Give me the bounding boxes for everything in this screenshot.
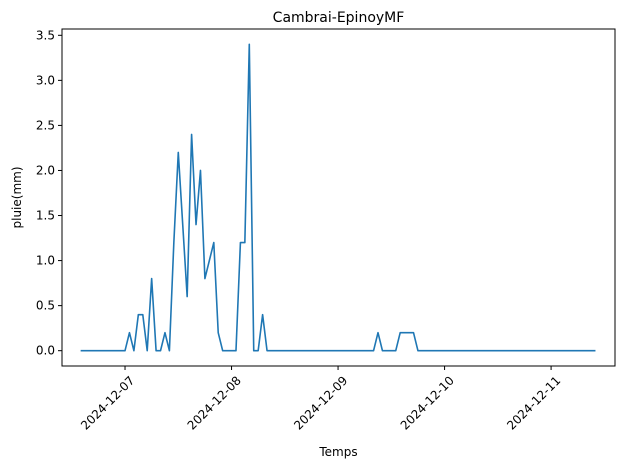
data-point (98, 350, 100, 352)
data-point (106, 350, 108, 352)
plot-frame (61, 28, 616, 367)
data-point (257, 350, 259, 352)
data-point (253, 350, 255, 352)
data-point (422, 350, 424, 352)
data-point (231, 350, 233, 352)
data-point (417, 350, 419, 352)
data-point (173, 242, 175, 244)
data-point (382, 350, 384, 352)
data-point (200, 170, 202, 172)
data-point (213, 242, 215, 244)
data-point (89, 350, 91, 352)
y-tick-label: 3.0 (36, 73, 55, 87)
y-axis-title: pluie(mm) (10, 166, 24, 228)
x-tick-label: 2024-12-07 (78, 373, 137, 432)
data-point (80, 350, 82, 352)
data-point (155, 350, 157, 352)
data-point (222, 350, 224, 352)
y-tick-label: 0.0 (36, 344, 55, 358)
chart-title: Cambrai-EpinoyMF (273, 10, 405, 26)
y-tick-label: 3.5 (36, 28, 55, 42)
x-axis-title: Temps (318, 445, 357, 459)
x-tick-label: 2024-12-08 (185, 373, 244, 432)
data-point (138, 314, 140, 316)
data-point (395, 350, 397, 352)
data-point (151, 278, 153, 280)
data-point (248, 44, 250, 46)
data-point (413, 332, 415, 334)
data-point (391, 350, 393, 352)
data-point (129, 332, 131, 334)
data-point (186, 296, 188, 298)
rainfall-series-line (80, 43, 596, 352)
y-tick-label: 2.5 (36, 118, 55, 132)
data-point (169, 350, 171, 352)
data-point (217, 332, 219, 334)
data-point (204, 278, 206, 280)
data-point (386, 350, 388, 352)
data-point (182, 224, 184, 226)
data-point (164, 332, 166, 334)
data-point (244, 242, 246, 244)
data-point (111, 350, 113, 352)
data-point (595, 350, 597, 352)
data-point (93, 350, 95, 352)
data-point (262, 314, 264, 316)
data-point (177, 152, 179, 154)
data-point (426, 350, 428, 352)
y-tick-label: 2.0 (36, 163, 55, 177)
data-point (146, 350, 148, 352)
data-point (226, 350, 228, 352)
data-point (404, 332, 406, 334)
data-point (120, 350, 122, 352)
data-point (142, 314, 144, 316)
x-tick-label: 2024-12-10 (398, 373, 457, 432)
data-point (373, 350, 375, 352)
x-tick-label: 2024-12-11 (504, 373, 563, 432)
data-point (209, 260, 211, 262)
y-tick-label: 1.5 (36, 209, 55, 223)
data-point (377, 332, 379, 334)
data-point (235, 350, 237, 352)
data-point (124, 350, 126, 352)
data-point (195, 224, 197, 226)
x-tick-label: 2024-12-09 (291, 373, 350, 432)
data-point (115, 350, 117, 352)
y-tick-label: 1.0 (36, 254, 55, 268)
data-point (408, 332, 410, 334)
data-point (399, 332, 401, 334)
data-point (84, 350, 86, 352)
data-point (191, 134, 193, 136)
y-tick-label: 0.5 (36, 299, 55, 313)
data-point (160, 350, 162, 352)
data-point (133, 350, 135, 352)
data-point (266, 350, 268, 352)
data-point (240, 242, 242, 244)
data-point (102, 350, 104, 352)
